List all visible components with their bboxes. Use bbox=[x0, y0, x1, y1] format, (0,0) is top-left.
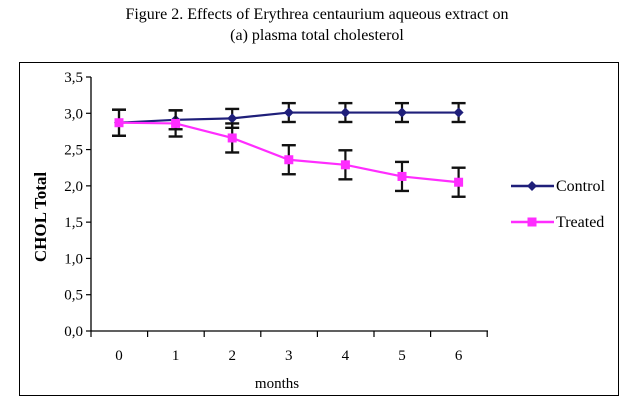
data-point bbox=[340, 107, 351, 118]
data-point bbox=[340, 160, 350, 170]
data-point bbox=[114, 118, 124, 128]
legend-item-treated: Treated bbox=[511, 214, 604, 231]
x-tick-label: 4 bbox=[342, 348, 350, 364]
legend: Control Treated bbox=[511, 178, 605, 231]
x-tick-label: 1 bbox=[172, 348, 180, 364]
x-tick-label: 3 bbox=[285, 348, 293, 364]
x-tick-label: 6 bbox=[455, 348, 463, 364]
y-ticks: 0,0 0,5 1,0 1,5 2,0 2,5 3,0 3,5 bbox=[64, 70, 91, 340]
y-tick-label: 0,5 bbox=[64, 288, 83, 304]
y-tick-label: 0,0 bbox=[64, 324, 83, 340]
x-tick-label: 2 bbox=[228, 348, 236, 364]
data-point bbox=[453, 107, 464, 118]
legend-item-control: Control bbox=[511, 178, 605, 195]
legend-marker bbox=[527, 181, 537, 191]
data-point bbox=[454, 177, 464, 187]
data-point bbox=[284, 155, 294, 165]
x-axis-label: months bbox=[255, 376, 299, 392]
legend-label: Treated bbox=[556, 214, 604, 231]
data-point bbox=[227, 133, 237, 143]
x-tick-label: 5 bbox=[398, 348, 406, 364]
series-treated bbox=[112, 108, 466, 198]
figure-caption-line2: (a) plasma total cholesterol bbox=[230, 27, 404, 44]
legend-label: Control bbox=[556, 178, 605, 195]
series-control bbox=[112, 101, 466, 137]
data-point bbox=[227, 113, 238, 124]
data-point bbox=[171, 118, 181, 128]
data-point bbox=[397, 171, 407, 181]
figure-caption-line1: Figure 2. Effects of Erythrea centaurium… bbox=[125, 6, 509, 23]
series-layer bbox=[112, 101, 466, 198]
x-tick-label: 0 bbox=[115, 348, 123, 364]
y-tick-label: 2,0 bbox=[64, 179, 83, 195]
y-tick-label: 1,0 bbox=[64, 251, 83, 267]
y-axis-label: CHOL Total bbox=[31, 172, 50, 263]
y-tick-label: 2,5 bbox=[64, 143, 83, 159]
data-point bbox=[283, 107, 294, 118]
legend-marker bbox=[527, 217, 537, 227]
y-tick-label: 1,5 bbox=[64, 215, 83, 231]
y-tick-label: 3,0 bbox=[64, 106, 83, 122]
chart-frame bbox=[19, 62, 619, 396]
y-tick-label: 3,5 bbox=[64, 70, 83, 86]
data-point bbox=[397, 107, 407, 118]
axes bbox=[90, 77, 488, 332]
x-ticks: 0 1 2 3 4 5 6 bbox=[90, 331, 488, 364]
